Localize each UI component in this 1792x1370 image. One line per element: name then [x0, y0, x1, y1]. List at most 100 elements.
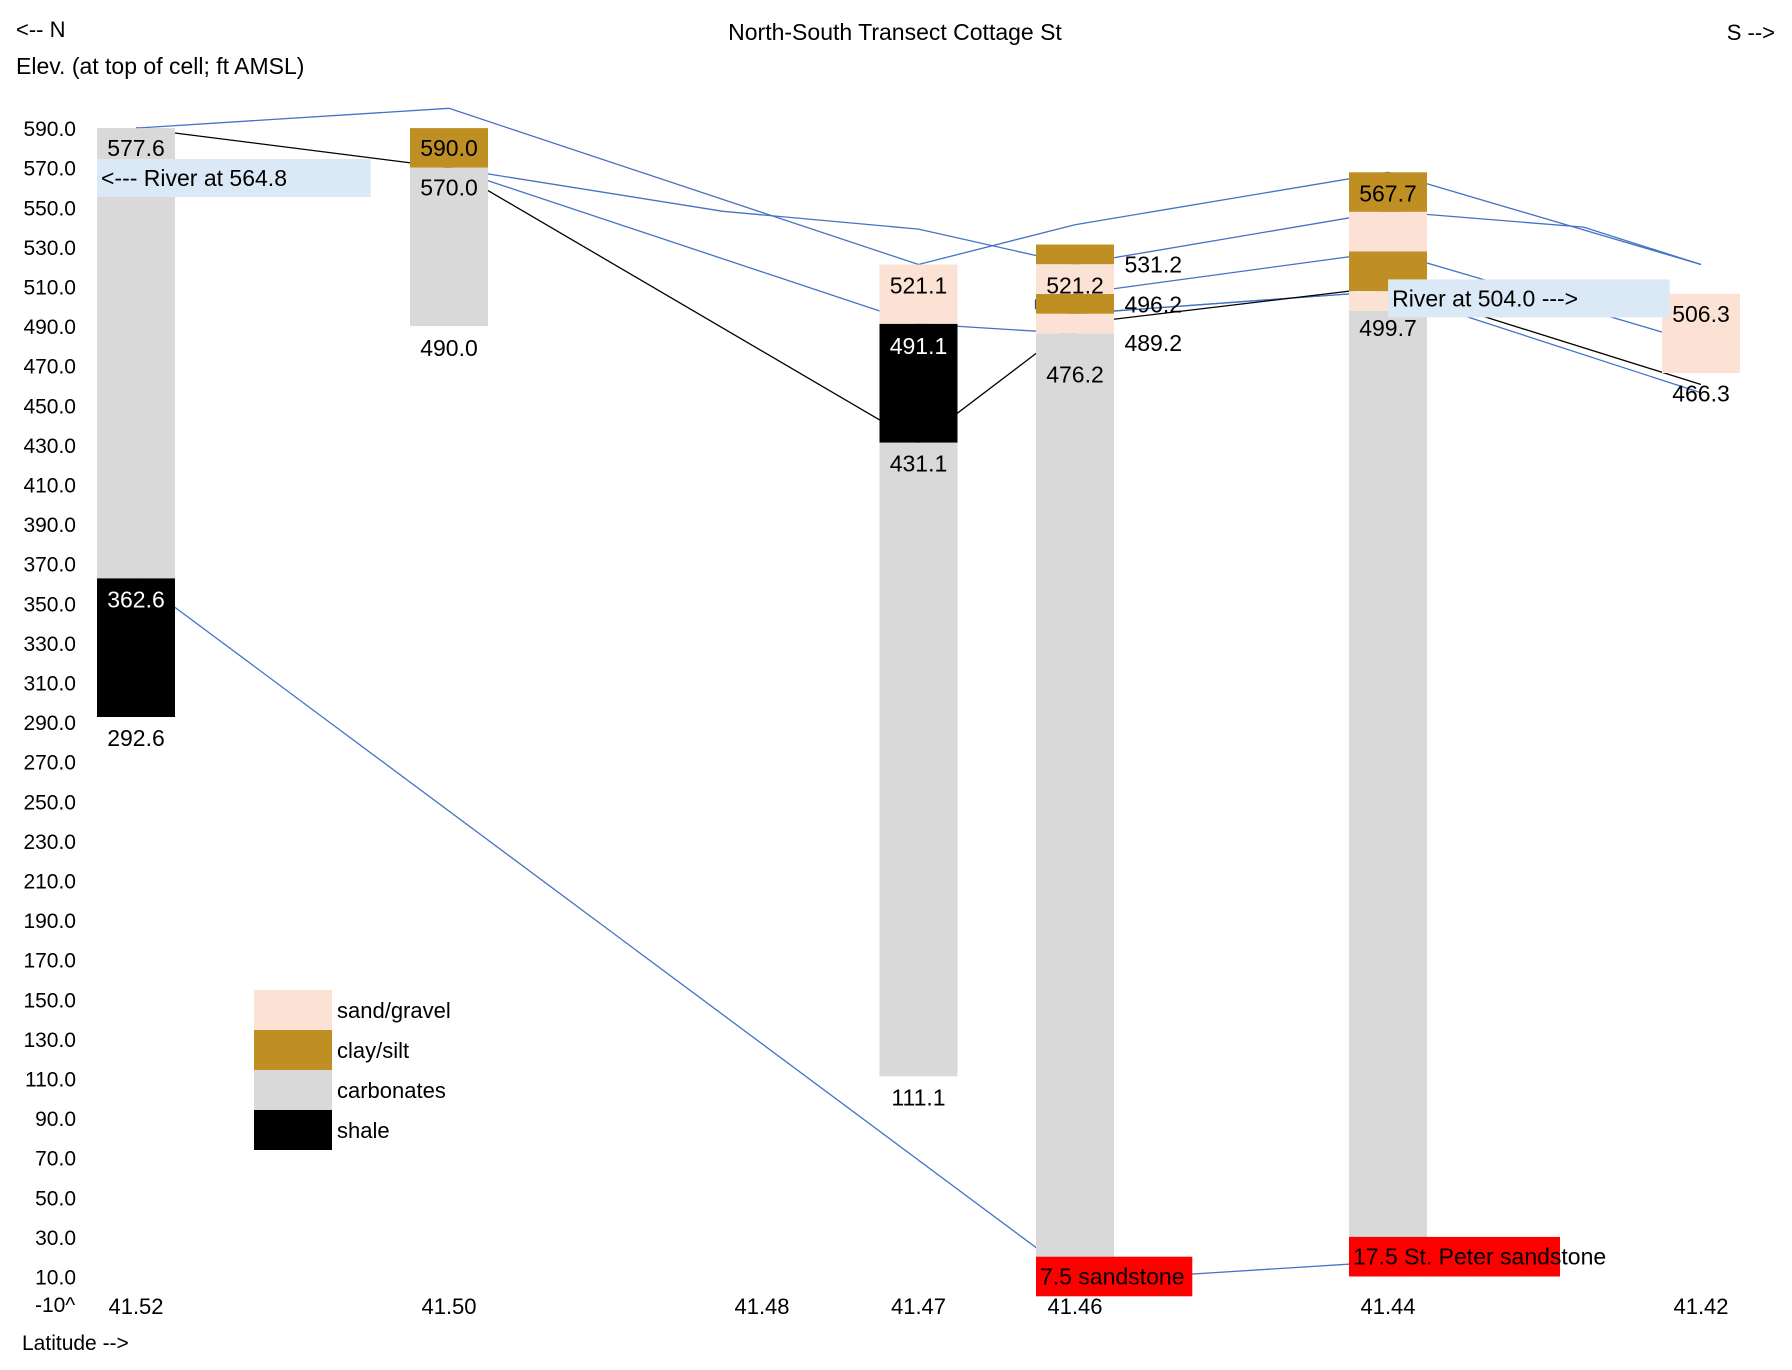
elevation-value-label: 466.3	[1672, 380, 1730, 406]
elevation-value-label: 496.2	[1124, 291, 1182, 317]
y-tick-label: 50.0	[35, 1187, 76, 1210]
elevation-value-label: 489.2	[1124, 330, 1182, 356]
y-tick-label: 470.0	[23, 356, 76, 379]
y-tick-label: 150.0	[23, 989, 76, 1012]
legend-label: sand/gravel	[337, 998, 451, 1023]
river-label: River at 504.0 --->	[1392, 285, 1578, 311]
south-arrow-label: S -->	[1727, 20, 1775, 45]
elevation-value-label: 292.6	[107, 725, 165, 751]
y-tick-label: 130.0	[23, 1029, 76, 1052]
legend-label: shale	[337, 1118, 390, 1143]
elevation-value-label: 521.2	[1046, 273, 1104, 299]
legend-swatch	[254, 990, 332, 1030]
x-tick-label: 41.42	[1673, 1294, 1728, 1319]
layer-carbonate	[97, 128, 175, 579]
legend-label: carbonates	[337, 1078, 446, 1103]
y-tick-label: 170.0	[23, 950, 76, 973]
y-tick-label: 350.0	[23, 593, 76, 616]
river-label-box	[97, 159, 371, 197]
y-tick-label-bottom: -10^	[35, 1294, 75, 1317]
correlation-line	[1074, 285, 1389, 325]
layer-carbonate	[410, 167, 488, 327]
y-tick-label: 370.0	[23, 554, 76, 577]
chart-title: North-South Transect Cottage St	[728, 19, 1062, 45]
layer-shale	[879, 323, 958, 443]
y-tick-label: 210.0	[23, 871, 76, 894]
elevation-value-label: 570.0	[420, 175, 478, 201]
y-tick-label: 270.0	[23, 752, 76, 775]
y-tick-label: 70.0	[35, 1148, 76, 1171]
layer-sand	[1036, 264, 1114, 294]
legend-label: clay/silt	[337, 1038, 409, 1063]
y-tick-label: 390.0	[23, 514, 76, 537]
legend-swatch	[254, 1030, 332, 1070]
layer-carbonate	[1036, 333, 1114, 1277]
y-tick-label: 10.0	[35, 1267, 76, 1290]
x-tick-label: 41.52	[108, 1294, 163, 1319]
correlation-line	[135, 577, 1076, 1278]
y-tick-label: 430.0	[23, 435, 76, 458]
x-tick-label: 41.50	[421, 1294, 476, 1319]
elevation-value-label: 531.2	[1124, 252, 1182, 278]
layer-sand	[879, 264, 958, 324]
elevation-value-label: 577.6	[107, 135, 165, 161]
y-axis-title: Elev. (at top of cell; ft AMSL)	[16, 53, 304, 79]
legend-swatch	[254, 1110, 332, 1150]
y-tick-label: 490.0	[23, 316, 76, 339]
correlation-line	[1153, 1261, 1389, 1278]
layer-sand	[1036, 313, 1114, 334]
elevation-value-label: 476.2	[1046, 362, 1104, 388]
y-tick-label: 410.0	[23, 475, 76, 498]
legend-swatch	[254, 1070, 332, 1110]
legend: sand/gravel clay/silt carbonates shale	[254, 990, 451, 1150]
y-tick-label: 590.0	[23, 118, 76, 141]
elevation-value-label: 362.6	[107, 586, 165, 612]
river-label-box	[1388, 279, 1670, 318]
lithology-columns	[97, 128, 1740, 1277]
y-tick-label: 90.0	[35, 1108, 76, 1131]
sandstone-bar	[1349, 1236, 1560, 1277]
river-label: <--- River at 564.8	[101, 165, 287, 191]
y-tick-label: 450.0	[23, 395, 76, 418]
elevation-value-label: 499.7	[1359, 315, 1417, 341]
layer-carbonate	[1349, 310, 1427, 1262]
layer-shale	[97, 578, 175, 717]
north-arrow-label: <-- N	[16, 17, 66, 42]
layer-clay	[1349, 172, 1427, 212]
y-tick-label: 30.0	[35, 1227, 76, 1250]
elevation-value-label: 431.1	[890, 451, 948, 477]
y-tick-label: 510.0	[23, 277, 76, 300]
y-tick-label: 290.0	[23, 712, 76, 735]
elevation-value-label: 490.0	[420, 335, 478, 361]
correlation-line	[448, 107, 1702, 266]
layer-carbonate	[879, 442, 958, 1077]
y-axis-ticks: 590.0 570.0 550.0 530.0 510.0 490.0 470.0 450.0…	[23, 118, 76, 1289]
x-axis-title: Latitude -->	[22, 1332, 129, 1355]
correlation-line	[448, 167, 1076, 335]
elevation-value-label: 111.1	[891, 1084, 945, 1110]
sandstone-label: 7.5 sandstone	[1040, 1264, 1185, 1290]
layer-sand	[1662, 293, 1740, 373]
y-tick-label: 550.0	[23, 197, 76, 220]
y-tick-label: 310.0	[23, 673, 76, 696]
correlation-line	[1074, 290, 1389, 315]
elevation-value-label: 506.3	[1672, 301, 1730, 327]
y-tick-label: 570.0	[23, 158, 76, 181]
x-tick-label: 41.44	[1360, 1294, 1415, 1319]
elevation-labels: 577.6 362.6 292.6 590.0 570.0 490.0 521.1 491.1…	[107, 135, 1730, 1110]
y-tick-label: 250.0	[23, 791, 76, 814]
y-tick-label: 230.0	[23, 831, 76, 854]
layer-clay	[410, 128, 488, 168]
layer-clay	[1036, 294, 1114, 314]
layer-clay	[1036, 244, 1114, 265]
elevation-value-label: 567.7	[1359, 180, 1417, 206]
x-tick-label: 41.48	[734, 1294, 789, 1319]
layer-sand	[1349, 211, 1427, 252]
elevation-value-label: 590.0	[420, 135, 478, 161]
elevation-value-label: 521.1	[890, 273, 948, 299]
sandstone-label: 17.5 St. Peter sandstone	[1353, 1244, 1606, 1270]
elevation-value-label: 491.1	[890, 333, 948, 359]
y-tick-label: 530.0	[23, 237, 76, 260]
y-tick-label: 110.0	[25, 1069, 76, 1092]
